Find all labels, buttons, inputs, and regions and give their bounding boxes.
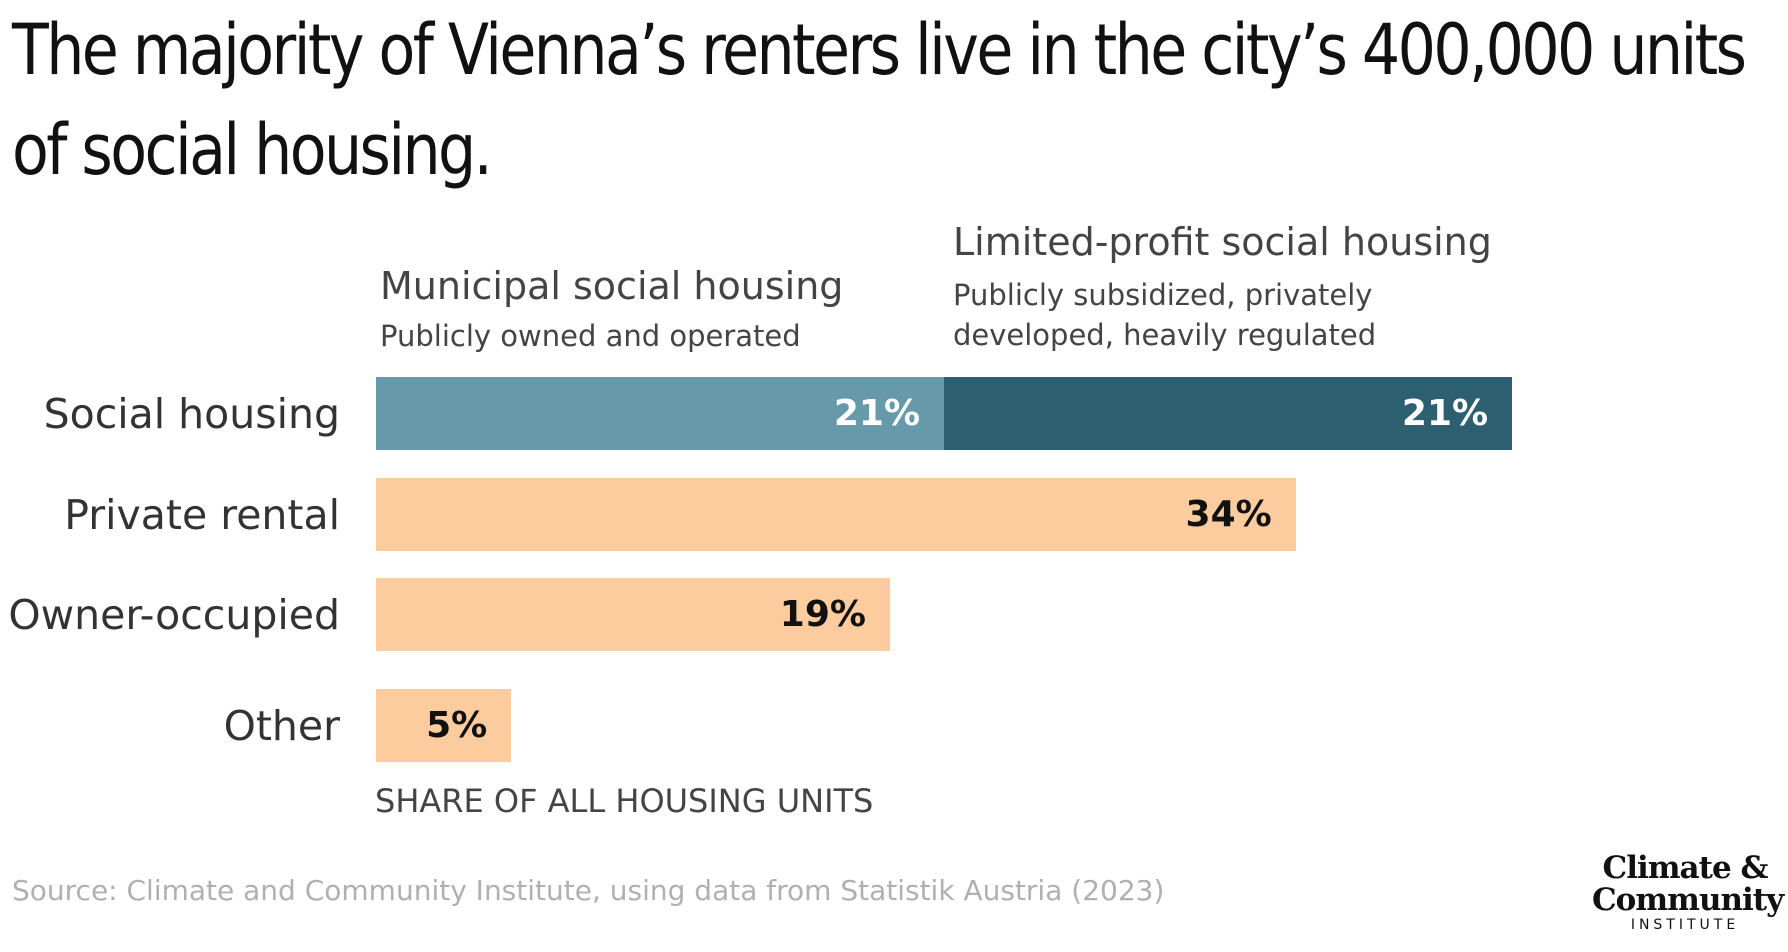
bar-other-tenure: [376, 478, 1296, 551]
chart-title: The majority of Vienna’s renters live in…: [12, 9, 1747, 191]
municipal-annotation-sub: Publicly owned and operated: [380, 319, 801, 353]
x-axis-label: SHARE OF ALL HOUSING UNITS: [375, 782, 874, 820]
logo-line-3: INSTITUTE: [1630, 917, 1740, 933]
bar-municipal-social-housing: [376, 377, 945, 450]
bar-value-label: 21%: [833, 393, 921, 434]
category-label: Private rental: [64, 491, 340, 539]
bar-other-tenure: [376, 578, 890, 651]
category-label: Owner-occupied: [8, 591, 340, 639]
category-label: Social housing: [43, 390, 340, 438]
institute-logo: Climate & Community INSTITUTE: [1592, 850, 1784, 934]
bar-limited-profit-social-housing: [944, 377, 1513, 450]
bar-value-label: 19%: [779, 594, 866, 635]
limited-annotation-sub: Publicly subsidized, privately developed…: [953, 278, 1377, 352]
bar-value-label: 5%: [426, 705, 488, 746]
bar-value-label: 34%: [1185, 494, 1272, 535]
logo-line-1: Climate &: [1602, 850, 1769, 886]
category-label: Other: [223, 702, 340, 750]
logo-line-2: Community: [1592, 882, 1784, 918]
limited-annotation-heading: Limited-profit social housing: [953, 220, 1492, 264]
municipal-annotation-heading: Municipal social housing: [380, 264, 844, 308]
source-note: Source: Climate and Community Institute,…: [12, 874, 1165, 907]
bar-other-tenure: [376, 689, 512, 762]
bar-value-label: 21%: [1401, 393, 1489, 434]
